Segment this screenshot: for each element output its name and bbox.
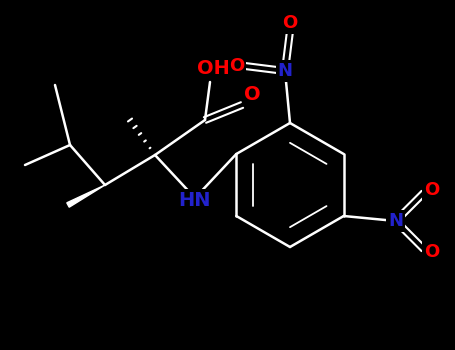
Text: O: O — [283, 14, 298, 32]
Text: O: O — [244, 85, 260, 105]
Text: N: N — [388, 212, 403, 230]
Text: O: O — [424, 181, 440, 199]
Text: N: N — [278, 62, 293, 80]
Text: O: O — [424, 181, 440, 199]
Text: O: O — [229, 57, 245, 75]
Text: N: N — [388, 212, 403, 230]
Text: O: O — [229, 57, 245, 75]
Text: HN: HN — [179, 190, 211, 210]
Text: N: N — [278, 62, 293, 80]
Text: O: O — [283, 14, 298, 32]
Text: O: O — [424, 243, 440, 261]
Polygon shape — [67, 185, 105, 207]
Text: O: O — [244, 85, 260, 105]
Text: OH: OH — [197, 58, 229, 77]
Text: OH: OH — [197, 58, 229, 77]
Text: O: O — [424, 243, 440, 261]
Text: HN: HN — [179, 190, 211, 210]
